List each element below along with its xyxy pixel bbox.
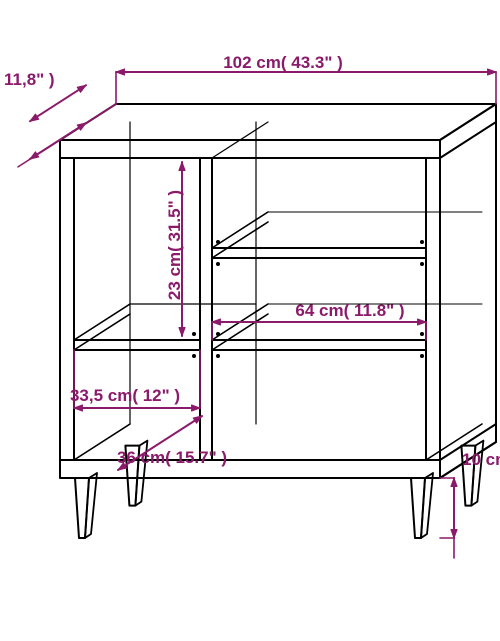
- label-depth-shelf: 36 cm( 15.7" ): [117, 448, 227, 467]
- label-height-inner: 23 cm( 31.5" ): [165, 190, 184, 300]
- label-width-inner-left: 33,5 cm( 12" ): [70, 386, 180, 405]
- label-width-top: 102 cm( 43.3" ): [223, 53, 343, 72]
- label-depth-top: 11,8" ): [4, 70, 55, 89]
- furniture-dimension-diagram: 11,8" ) 102 cm( 43.3" ) 23 cm( 31.5" ) 6…: [0, 0, 500, 641]
- label-leg-height: 10 cm( 12" ): [462, 450, 500, 469]
- label-width-inner-right: 64 cm( 11.8" ): [295, 301, 404, 320]
